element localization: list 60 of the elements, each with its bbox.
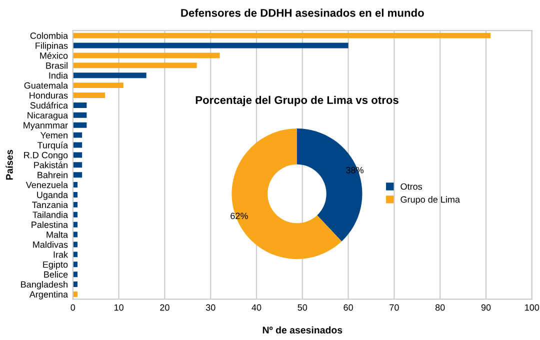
y-tick-label: Filipinas	[36, 42, 68, 51]
y-tick-label: Uganda	[37, 191, 68, 200]
y-tick-label: Honduras	[30, 92, 68, 99]
y-tick-label: Bahrein	[38, 172, 68, 178]
x-tick-label: 90	[481, 304, 491, 311]
donut-slice	[232, 128, 342, 260]
legend-label: Otros	[400, 183, 422, 190]
chart-title: Porcentaje del Grupo de Lima vs otros	[196, 96, 398, 106]
y-tick-label: Pakistán	[34, 162, 68, 168]
y-tick-label: Myanmmar	[24, 122, 68, 130]
y-tick-label: Yemen	[40, 132, 68, 138]
x-tick-label: 0	[70, 304, 76, 311]
y-tick-label: Egipto	[43, 261, 68, 270]
y-tick-label: Sudáfrica	[30, 102, 68, 109]
y-tick-label: Maldivas	[33, 241, 68, 248]
donut-slice	[297, 128, 362, 242]
y-tick-label: Tailandia	[32, 211, 68, 218]
x-tick-label: 30	[206, 304, 216, 311]
x-tick-label: 80	[435, 304, 445, 311]
x-tick-label: 50	[298, 304, 308, 311]
y-tick-label: Irak	[54, 251, 68, 258]
y-tick-label: Nicaragua	[28, 112, 68, 120]
y-tick-label: Argentina	[29, 290, 68, 300]
bar	[72, 42, 348, 48]
bar	[72, 162, 82, 168]
x-tick-label: 40	[252, 304, 262, 311]
bar	[72, 132, 82, 138]
y-tick-label: Colombia	[30, 32, 68, 39]
bar	[72, 152, 82, 158]
x-tick-label: 20	[160, 304, 170, 311]
bar	[72, 112, 87, 118]
bar	[72, 92, 106, 98]
bar	[72, 52, 220, 58]
y-axis-title: Países	[6, 150, 13, 180]
y-tick-label: México	[40, 52, 68, 59]
bar	[72, 72, 146, 78]
y-tick-label: Bangladesh	[21, 281, 68, 290]
bar	[72, 172, 82, 178]
bar	[72, 122, 87, 128]
y-tick-label: Guatemala	[24, 82, 68, 89]
y-tick-label: Brasil	[46, 62, 68, 69]
legend-label: Grupo de Lima	[400, 196, 460, 204]
y-tick-label: Belice	[44, 271, 68, 278]
x-tick-label: 100	[525, 304, 540, 311]
y-tick-label: India	[49, 72, 68, 79]
y-tick-label: Venezuela	[26, 182, 68, 188]
y-tick-label: Malta	[46, 231, 68, 238]
bar	[72, 82, 124, 88]
chart-title: Defensores de DDHH asesinados en el mundo	[181, 8, 424, 17]
bar	[72, 102, 87, 108]
x-tick-label: 70	[390, 304, 399, 311]
bar	[72, 62, 197, 68]
x-axis-title: Nº de asesinados	[262, 326, 342, 334]
y-tick-label: Turquía	[37, 142, 68, 150]
x-tick-label: 10	[114, 304, 124, 311]
y-tick-label: R.D Congo	[24, 152, 68, 160]
y-tick-label: Palestina	[32, 221, 68, 228]
x-tick-label: 60	[344, 304, 353, 311]
y-tick-label: Tanzania	[32, 201, 68, 208]
bar	[72, 32, 491, 38]
